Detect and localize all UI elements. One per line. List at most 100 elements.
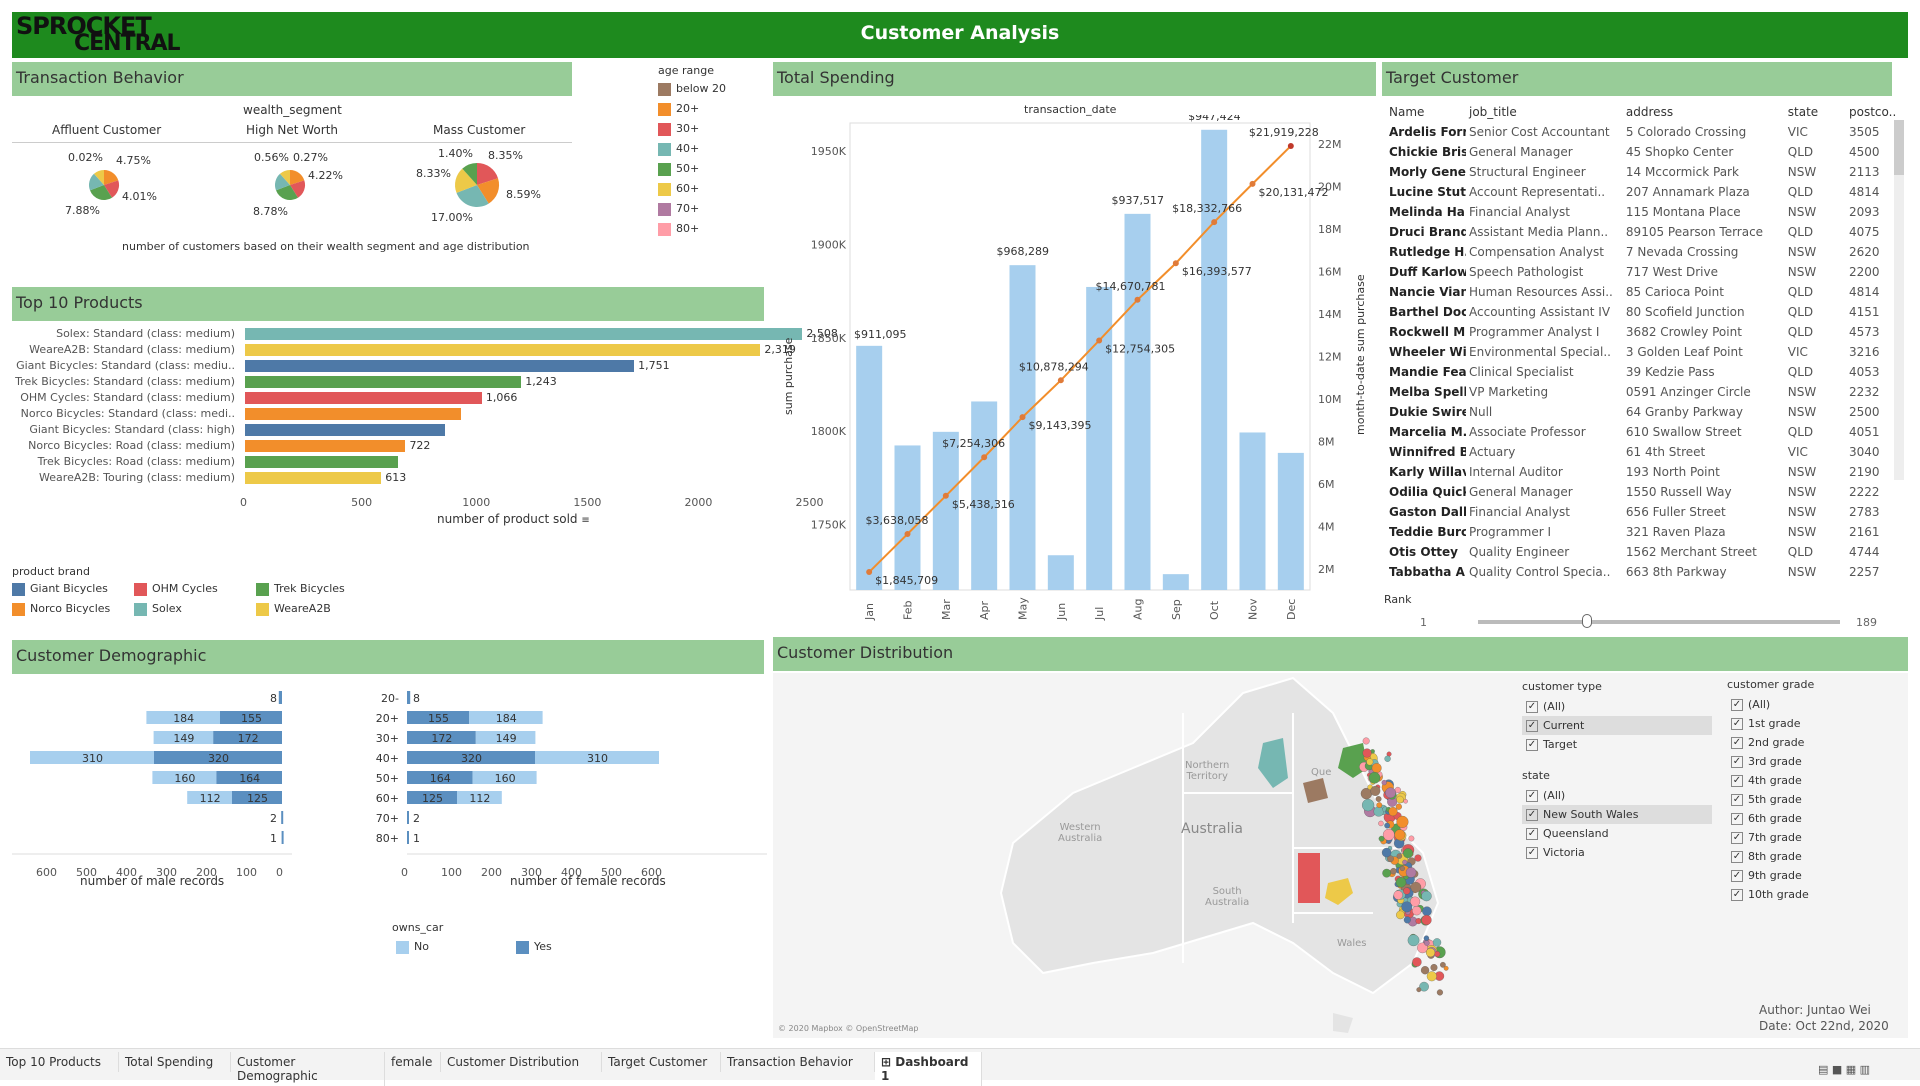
postcode-region[interactable] xyxy=(1402,859,1408,865)
postcode-region[interactable] xyxy=(1387,855,1394,863)
table-row[interactable]: Teddie Burc..Programmer I 321 Raven Plaza… xyxy=(1386,522,1896,542)
postcode-region[interactable] xyxy=(1421,890,1432,902)
column-header[interactable]: job_title xyxy=(1469,105,1517,119)
postcode-region[interactable] xyxy=(1422,906,1432,917)
postcode-region[interactable] xyxy=(1362,737,1370,745)
mtd-point[interactable] xyxy=(1287,142,1294,149)
female-yes-bar[interactable] xyxy=(407,811,409,824)
female-yes-bar[interactable] xyxy=(407,691,411,704)
table-row[interactable]: Marcelia M.. Associate Professor 610 Swall… xyxy=(1386,422,1896,442)
checkbox[interactable]: ✓ xyxy=(1526,828,1538,840)
female-no-bar[interactable] xyxy=(469,711,543,724)
postcode-region[interactable] xyxy=(1390,868,1397,875)
male-no-bar[interactable] xyxy=(146,711,220,724)
filter-option[interactable]: ✓ Target xyxy=(1522,735,1712,754)
female-yes-bar[interactable] xyxy=(407,791,457,804)
postcode-region[interactable] xyxy=(1384,822,1390,829)
postcode-region[interactable] xyxy=(1405,867,1417,878)
male-yes-bar[interactable] xyxy=(154,751,282,764)
spending-bar[interactable] xyxy=(1162,574,1189,590)
checkbox[interactable]: ✓ xyxy=(1731,718,1743,730)
filter-option[interactable]: ✓ Victoria xyxy=(1522,843,1712,862)
male-yes-bar[interactable] xyxy=(281,831,284,844)
checkbox[interactable]: ✓ xyxy=(1526,809,1538,821)
mtd-point[interactable] xyxy=(1019,414,1026,421)
postcode-region[interactable] xyxy=(1382,868,1392,878)
postcode-region[interactable] xyxy=(1430,964,1438,972)
postcode-region[interactable] xyxy=(1440,961,1446,968)
female-yes-bar[interactable] xyxy=(407,771,473,784)
mtd-point[interactable] xyxy=(1211,219,1218,226)
brand-legend-item[interactable]: Norco Bicycles xyxy=(12,602,110,616)
checkbox[interactable]: ✓ xyxy=(1526,720,1538,732)
postcode-region[interactable] xyxy=(1436,989,1443,996)
filter-option[interactable]: ✓ (All) xyxy=(1727,695,1817,714)
product-bar[interactable] xyxy=(245,408,461,420)
postcode-region[interactable] xyxy=(1403,848,1413,859)
product-bar[interactable] xyxy=(245,392,482,404)
state-region[interactable] xyxy=(1298,853,1320,903)
mtd-point[interactable] xyxy=(1096,337,1103,344)
filter-option[interactable]: ✓ Current xyxy=(1522,716,1712,735)
table-row[interactable]: Tabbatha A.. Quality Control Specia.. 663 … xyxy=(1386,562,1896,582)
filter-option[interactable]: ✓ 9th grade xyxy=(1727,866,1817,885)
postcode-region[interactable] xyxy=(1407,934,1420,947)
table-row[interactable]: Mandie Fea..Clinical Specialist 39 Kedzie… xyxy=(1386,362,1896,382)
mtd-point[interactable] xyxy=(1134,296,1141,303)
spending-bar[interactable] xyxy=(1086,286,1113,590)
table-row[interactable]: Ardelis Forr..Senior Cost Accountant 5 Co… xyxy=(1386,122,1896,142)
sheet-tab[interactable]: Transaction Behavior xyxy=(721,1052,875,1072)
male-yes-bar[interactable] xyxy=(232,791,282,804)
checkbox[interactable]: ✓ xyxy=(1526,790,1538,802)
postcode-region[interactable] xyxy=(1426,971,1437,982)
state-region[interactable] xyxy=(1258,738,1288,788)
spending-bar[interactable] xyxy=(1277,452,1304,590)
age-legend-item[interactable]: below 20 xyxy=(658,79,768,99)
brand-legend-item[interactable]: Trek Bicycles xyxy=(256,582,345,596)
column-header[interactable]: Name xyxy=(1389,105,1425,119)
spending-bar[interactable] xyxy=(1047,555,1074,590)
spending-bar[interactable] xyxy=(856,345,883,590)
age-legend-item[interactable]: 50+ xyxy=(658,159,768,179)
sheet-tab[interactable]: female xyxy=(385,1052,441,1072)
mtd-point[interactable] xyxy=(981,454,988,461)
column-header[interactable]: address xyxy=(1625,105,1674,119)
table-row[interactable]: Rockwell M.. Programmer Analyst I 3682 Cro… xyxy=(1386,322,1896,342)
postcode-region[interactable] xyxy=(1362,748,1372,758)
postcode-region[interactable] xyxy=(1423,935,1430,941)
female-no-bar[interactable] xyxy=(472,771,537,784)
postcode-region[interactable] xyxy=(1403,916,1411,924)
age-legend-item[interactable]: 20+ xyxy=(658,99,768,119)
filter-option[interactable]: ✓ 3rd grade xyxy=(1727,752,1817,771)
spending-bar[interactable] xyxy=(1201,129,1228,590)
postcode-region[interactable] xyxy=(1361,798,1375,812)
brand-legend-item[interactable]: OHM Cycles xyxy=(134,582,218,596)
postcode-region[interactable] xyxy=(1378,820,1384,827)
postcode-region[interactable] xyxy=(1408,835,1415,842)
postcode-region[interactable] xyxy=(1385,787,1396,799)
product-bar[interactable] xyxy=(245,424,445,436)
postcode-region[interactable] xyxy=(1371,763,1382,773)
postcode-region[interactable] xyxy=(1366,758,1374,766)
sort-icon[interactable]: ≡ xyxy=(581,515,590,526)
male-yes-bar[interactable] xyxy=(281,811,284,824)
table-scrollbar[interactable] xyxy=(1894,120,1904,480)
male-no-bar[interactable] xyxy=(152,771,217,784)
postcode-region[interactable] xyxy=(1415,918,1422,925)
checkbox[interactable]: ✓ xyxy=(1731,851,1743,863)
mtd-point[interactable] xyxy=(1249,180,1256,187)
filter-option[interactable]: ✓ 8th grade xyxy=(1727,847,1817,866)
product-bar[interactable] xyxy=(245,472,382,484)
table-row[interactable]: Winnifred B..Actuary 61 4th Street VIC 3040 xyxy=(1386,442,1896,462)
checkbox[interactable]: ✓ xyxy=(1526,701,1538,713)
filter-option[interactable]: ✓ 2nd grade xyxy=(1727,733,1817,752)
male-no-bar[interactable] xyxy=(153,731,214,744)
postcode-region[interactable] xyxy=(1414,854,1422,862)
state-region[interactable] xyxy=(1325,878,1353,905)
spending-bar[interactable] xyxy=(971,401,998,590)
filter-option[interactable]: ✓ Queensland xyxy=(1522,824,1712,843)
checkbox[interactable]: ✓ xyxy=(1731,699,1743,711)
table-row[interactable]: Odilia Quick General Manager 1550 Russell … xyxy=(1386,482,1896,502)
postcode-region[interactable] xyxy=(1424,940,1430,946)
table-row[interactable]: Wheeler Wi..Environmental Special.. 3 Gol… xyxy=(1386,342,1896,362)
